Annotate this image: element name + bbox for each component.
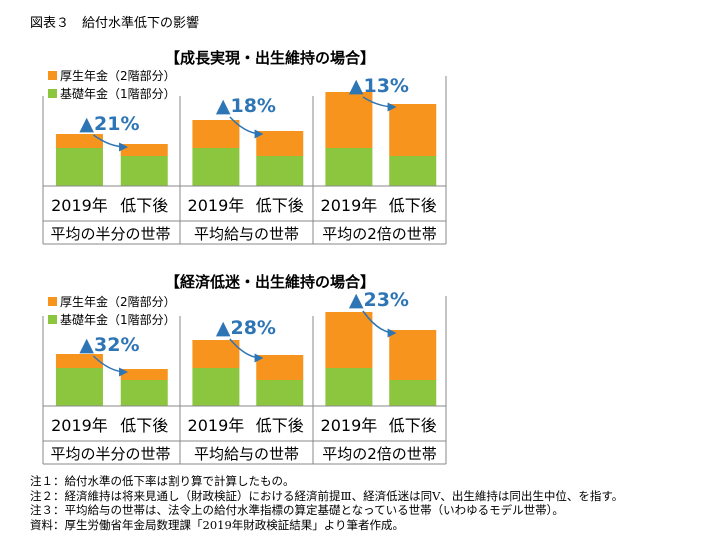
p2-g1-bar-kiso-2 (120, 380, 168, 406)
p2-g3-bar-kiso-2 (389, 380, 437, 406)
p1-g3-category-label-1: 2019年 (321, 196, 378, 215)
p1-g1-decline-arrow (93, 134, 129, 152)
p1-g1-bar-kosei-1 (55, 134, 103, 148)
p2-g1-decline-label: ▲32% (79, 334, 139, 356)
p2-g3-bar-kiso-1 (325, 368, 373, 406)
p2-legend-swatch-kiso (48, 315, 57, 324)
p2-g3-category-label-1: 2019年 (321, 416, 378, 435)
p2-legend-swatch-kosei (48, 297, 57, 306)
p2-g3-category-label-2: 低下後 (389, 416, 437, 435)
p1-g1-category-label-1: 2019年 (51, 196, 108, 215)
p1-g2-decline-label: ▲18% (216, 95, 276, 117)
p2-g2-decline-arrow (229, 338, 264, 363)
p2-g2-category-label-2: 低下後 (256, 416, 304, 435)
note-1: 注１：給付水準の低下率は割り算で計算したもの。 (30, 474, 295, 488)
p1-g1-bar-kiso-1 (55, 148, 103, 186)
p1-g3-decline-arrow (362, 96, 397, 112)
p1-legend-label-kosei: 厚生年金（2階部分） (60, 68, 176, 83)
p1-chart-title: 【成長実現・出生維持の場合】 (165, 49, 375, 67)
p2-g1-bar-kosei-2 (120, 369, 168, 380)
p2-g2-category-label-1: 2019年 (188, 416, 245, 435)
p2-g2-bar-kosei-1 (192, 340, 240, 368)
p2-g2-group-label: 平均給与の世帯 (194, 445, 299, 463)
p1-g3-decline-label: ▲13% (349, 75, 409, 97)
p1-g3-bar-kiso-1 (325, 148, 373, 186)
p2-g1-category-label-1: 2019年 (51, 416, 108, 435)
p1-g2-category-label-2: 低下後 (256, 196, 304, 215)
p2-g3-bar-kosei-1 (325, 312, 373, 368)
p1-g3-category-label-2: 低下後 (389, 196, 437, 215)
p2-g1-decline-arrow (92, 355, 129, 377)
note-3: 注３：平均給与の世帯は、法令上の給付水準指標の算定基礎となっている世帯（いわゆる… (30, 503, 564, 517)
p2-g1-bar-kosei-1 (55, 354, 103, 368)
p1-legend-swatch-kiso (48, 89, 57, 98)
chart-canvas: 【成長実現・出生維持の場合】厚生年金（2階部分）基礎年金（1階部分）2019年低… (42, 49, 447, 465)
p1-g2-bar-kiso-1 (192, 148, 240, 186)
p1-g3-bar-kosei-2 (389, 104, 437, 156)
notes: 注１：給付水準の低下率は割り算で計算したもの。 注２：経済維持は将来見通し（財政… (30, 474, 710, 532)
p1-g2-decline-arrow (229, 116, 264, 139)
p2-g1-group-label: 平均の半分の世帯 (50, 445, 170, 463)
p1-g2-group-label: 平均給与の世帯 (194, 225, 299, 243)
p1-g2-category-label-1: 2019年 (188, 196, 245, 215)
p1-g3-bar-kiso-2 (389, 156, 437, 186)
p2-g1-bar-kiso-1 (55, 368, 103, 406)
p1-g3-group-label: 平均の2倍の世帯 (322, 225, 437, 243)
p2-g3-decline-label: ▲23% (349, 289, 409, 311)
p1-g2-bar-kiso-2 (256, 156, 304, 186)
p2-g3-group-label: 平均の2倍の世帯 (322, 445, 437, 463)
figure-title: 図表３ 給付水準低下の影響 (30, 16, 200, 31)
p1-g1-decline-label: ▲21% (79, 113, 139, 135)
p2-g2-bar-kosei-2 (256, 355, 304, 380)
p1-g1-bar-kosei-2 (120, 144, 168, 156)
p2-g1-category-label-2: 低下後 (120, 416, 168, 435)
p1-legend-swatch-kosei (48, 71, 57, 80)
p1-legend-label-kiso: 基礎年金（1階部分） (60, 86, 176, 101)
p1-g3-bar-kosei-1 (325, 92, 373, 148)
p2-g3-decline-arrow (362, 310, 397, 338)
source-note: 資料：厚生労働省年金局数理課「2019年財政検証結果」より筆者作成。 (30, 517, 405, 532)
p1-g1-group-label: 平均の半分の世帯 (50, 225, 170, 243)
p2-chart-title: 【経済低迷・出生維持の場合】 (165, 273, 375, 291)
p2-g2-bar-kiso-1 (192, 368, 240, 406)
note-2: 注２：経済維持は将来見通し（財政検証）における経済前提Ⅲ、経済低迷は同Ⅴ、出生維… (30, 488, 624, 503)
p2-legend-label-kosei: 厚生年金（2階部分） (60, 294, 176, 309)
p1-g1-bar-kiso-2 (120, 156, 168, 186)
p2-g3-bar-kosei-2 (389, 330, 437, 380)
p1-g2-bar-kosei-1 (192, 120, 240, 148)
p1-g1-category-label-2: 低下後 (120, 196, 168, 215)
p1-g2-bar-kosei-2 (256, 131, 304, 156)
p2-g2-bar-kiso-2 (256, 380, 304, 406)
p2-legend-label-kiso: 基礎年金（1階部分） (60, 312, 176, 327)
p2-g2-decline-label: ▲28% (216, 317, 276, 339)
